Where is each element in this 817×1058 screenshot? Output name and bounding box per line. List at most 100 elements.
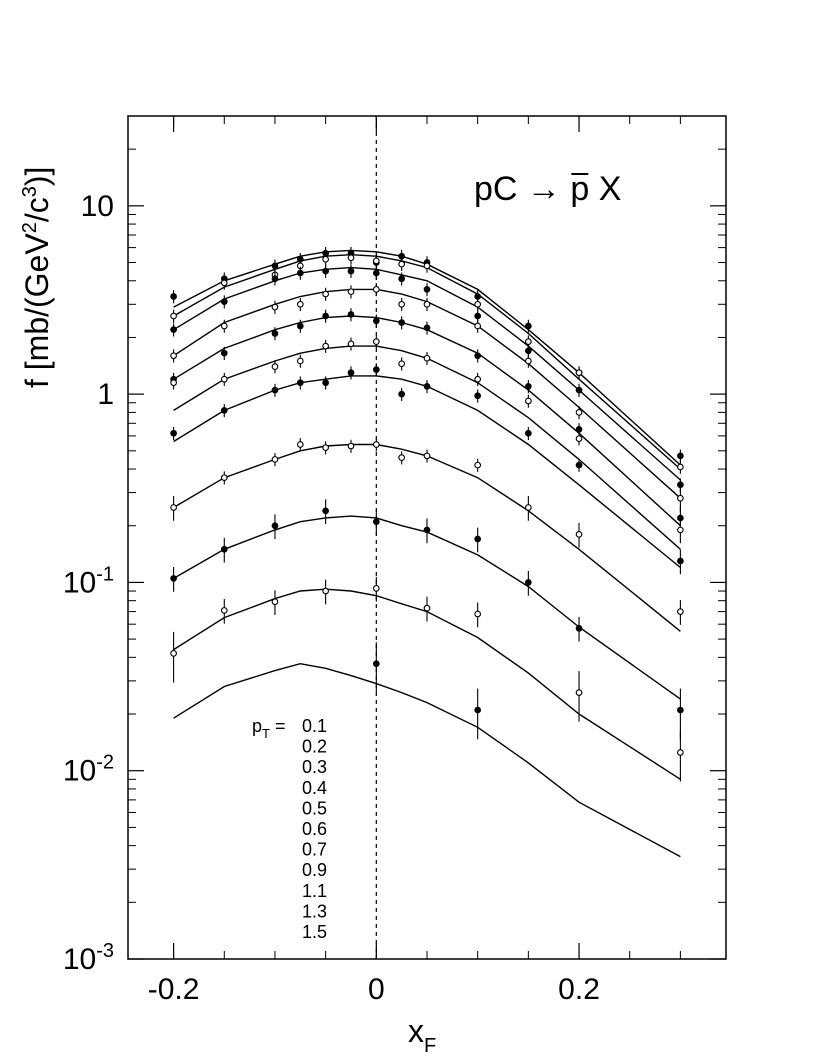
data-point-pt-0.5 — [296, 322, 304, 330]
chart-title: pC → p X — [474, 170, 621, 208]
data-point-pt-1.3 — [271, 598, 279, 606]
data-point-pt-0.4 — [170, 352, 177, 360]
y-tick-label: 1 — [97, 378, 114, 411]
data-point-pt-0.7 — [372, 366, 380, 373]
data-point-pt-0.7 — [525, 429, 532, 437]
data-point-pt-0.9 — [525, 504, 532, 511]
data-point-pt-0.5 — [398, 319, 406, 326]
data-point-pt-0.9 — [220, 474, 228, 482]
data-point-pt-0.6 — [372, 338, 380, 345]
y-tick-label: 10 — [81, 190, 114, 223]
data-point-pt-0.4 — [347, 288, 355, 296]
data-point-pt-0.2 — [398, 260, 406, 268]
data-point-pt-0.7 — [322, 379, 329, 387]
data-point-pt-1.1 — [575, 625, 583, 632]
data-point-pt-0.5 — [322, 312, 329, 320]
legend-value: 1.3 — [302, 901, 327, 921]
legend-value: 0.2 — [302, 737, 327, 757]
data-point-pt-0.2 — [170, 312, 177, 320]
data-point-pt-0.6 — [296, 357, 304, 365]
data-point-pt-0.6 — [271, 363, 279, 370]
data-point-pt-0.9 — [677, 608, 684, 615]
data-point-pt-1.1 — [170, 575, 177, 582]
data-point-pt-1.1 — [525, 579, 532, 586]
data-point-pt-0.5 — [347, 311, 355, 318]
fit-curve-pt-1.5 — [173, 662, 681, 858]
data-point-pt-0.6 — [575, 435, 583, 443]
data-point-pt-0.4 — [474, 322, 482, 330]
data-point-pt-0.3 — [296, 269, 304, 277]
data-point-pt-1.3 — [372, 585, 380, 592]
data-point-pt-0.6 — [423, 354, 431, 362]
legend-value: 0.9 — [302, 860, 327, 880]
legend-value: 0.3 — [302, 757, 327, 777]
data-point-pt-1.1 — [372, 518, 380, 526]
y-axis-part1: f [mb/(GeV — [19, 233, 55, 388]
data-point-pt-0.3 — [372, 269, 380, 277]
tick-labels: -0.2 0 0.2 10-3 10-2 10-1 1 10 — [63, 190, 600, 1006]
data-point-pt-1.3 — [322, 587, 329, 595]
data-point-pt-0.4 — [525, 357, 532, 365]
data-point-pt-0.2 — [474, 300, 482, 308]
data-point-pt-0.4 — [271, 303, 279, 311]
title-arrow: → — [527, 170, 561, 208]
data-point-pt-0.5 — [474, 352, 482, 360]
data-point-pt-0.3 — [271, 275, 279, 283]
title-pre: pC — [474, 170, 527, 208]
data-point-pt-1.3 — [575, 689, 583, 696]
data-point-pt-0.2 — [322, 255, 329, 263]
data-point-pt-0.5 — [525, 382, 532, 390]
data-point-pt-1.1 — [271, 522, 279, 530]
data-point-pt-0.9 — [271, 456, 279, 463]
legend-value: 0.4 — [302, 778, 327, 798]
data-point-pt-0.9 — [322, 444, 329, 451]
legend-label: pT = — [252, 716, 285, 741]
data-point-pt-0.4 — [372, 286, 380, 293]
data-point-pt-0.7 — [347, 369, 355, 377]
data-point-pt-0.6 — [170, 379, 177, 387]
data-point-pt-0.4 — [322, 290, 329, 298]
data-points — [170, 246, 684, 782]
data-point-pt-1.1 — [322, 507, 329, 515]
legend-value: 1.5 — [302, 922, 327, 942]
data-point-pt-0.7 — [677, 557, 684, 565]
data-point-pt-0.6 — [474, 375, 482, 383]
data-point-pt-0.7 — [474, 392, 482, 400]
data-point-pt-0.5 — [220, 349, 228, 357]
data-point-pt-0.2 — [347, 254, 355, 262]
data-point-pt-1.3 — [170, 650, 177, 657]
data-point-pt-0.3 — [474, 312, 482, 320]
y-axis-title: f [mb/(GeV2/c3)] — [19, 167, 55, 388]
y-axis-part3: )] — [19, 167, 55, 187]
data-point-pt-0.1 — [677, 452, 684, 460]
data-point-pt-1.3 — [423, 604, 431, 612]
data-point-pt-0.5 — [423, 324, 431, 332]
x-tick-label: -0.2 — [148, 973, 200, 1006]
data-point-pt-0.3 — [170, 326, 177, 334]
x-tick-label: 0 — [368, 973, 385, 1006]
data-point-pt-0.7 — [423, 382, 431, 390]
x-axis-sub: F — [424, 1035, 436, 1057]
data-point-pt-0.9 — [170, 504, 177, 511]
data-point-pt-0.7 — [398, 390, 406, 398]
legend-value: 0.1 — [302, 716, 327, 736]
data-point-pt-0.1 — [525, 322, 532, 330]
title-pbar: p — [570, 170, 589, 208]
data-point-pt-0.6 — [220, 375, 228, 383]
data-point-pt-0.2 — [372, 257, 380, 265]
x-axis-main: x — [408, 1013, 424, 1049]
data-point-pt-0.2 — [220, 279, 228, 287]
legend-value: 0.5 — [302, 798, 327, 818]
data-point-pt-0.6 — [322, 342, 329, 350]
data-point-pt-1.5 — [372, 660, 380, 668]
data-point-pt-0.1 — [170, 293, 177, 300]
data-point-pt-0.7 — [575, 461, 583, 469]
title-post: X — [589, 170, 621, 208]
data-point-pt-1.3 — [677, 749, 684, 756]
data-point-pt-0.6 — [347, 340, 355, 348]
fit-curve-pt-0.5 — [173, 315, 681, 527]
data-point-pt-0.5 — [271, 330, 279, 337]
y-axis-part2: /c — [19, 197, 55, 222]
data-point-pt-0.7 — [170, 429, 177, 437]
y-axis-exp1: 2 — [19, 222, 41, 233]
